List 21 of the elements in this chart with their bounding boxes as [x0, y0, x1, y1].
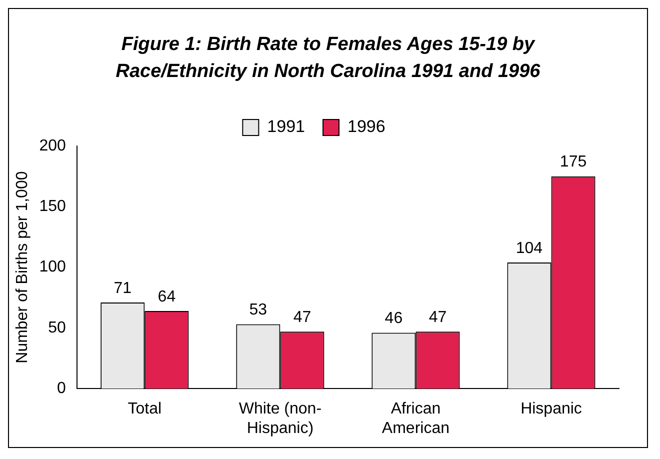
x-tick-label: Total — [128, 400, 162, 418]
y-tick-label: 0 — [56, 380, 66, 398]
chart-title: Figure 1: Birth Rate to Females Ages 15-19 by Race/Ethnicity in North Carolina 1991 and 1996 — [114, 33, 542, 84]
data-label: 47 — [293, 308, 312, 326]
y-tick-label: 150 — [39, 198, 66, 216]
data-label: 64 — [158, 288, 176, 306]
data-label: 46 — [384, 310, 403, 328]
legend-label: 1991 — [267, 117, 306, 136]
data-label: 47 — [428, 308, 447, 326]
y-axis-title: Number of Births per 1,000 — [14, 171, 32, 364]
x-tick-label: Hispanic — [520, 400, 582, 418]
data-label: 53 — [249, 302, 268, 319]
x-tick-label: White (non-Hispanic) — [238, 400, 322, 437]
y-tick-label: 200 — [39, 137, 66, 154]
y-tick-label: 100 — [39, 258, 66, 276]
legend-label: 1996 — [348, 117, 386, 136]
y-tick-label: 50 — [48, 319, 66, 336]
data-label: 175 — [560, 154, 587, 171]
data-label: 71 — [114, 280, 132, 297]
data-label: 104 — [516, 240, 543, 257]
x-tick-label: African American — [382, 400, 450, 437]
